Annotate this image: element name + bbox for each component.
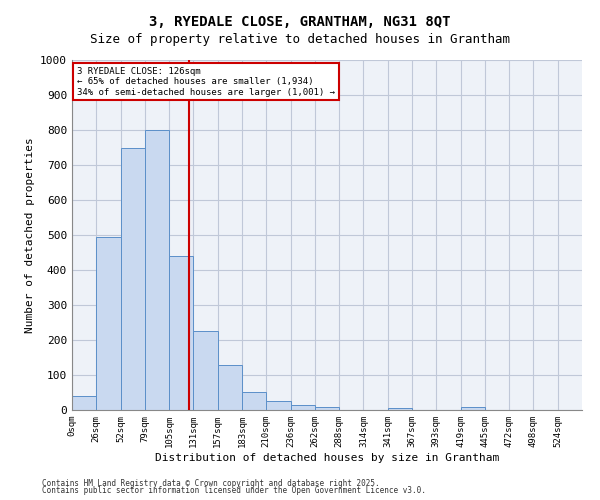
Bar bbox=[72, 396, 96, 410]
Bar bbox=[461, 407, 485, 410]
Bar bbox=[96, 237, 121, 410]
Bar bbox=[169, 256, 193, 410]
Bar bbox=[266, 400, 290, 410]
Bar bbox=[145, 130, 169, 410]
Text: Contains public sector information licensed under the Open Government Licence v3: Contains public sector information licen… bbox=[42, 486, 426, 495]
Bar bbox=[242, 392, 266, 410]
Text: Size of property relative to detached houses in Grantham: Size of property relative to detached ho… bbox=[90, 32, 510, 46]
Bar bbox=[315, 406, 339, 410]
Y-axis label: Number of detached properties: Number of detached properties bbox=[25, 137, 35, 333]
Bar bbox=[388, 408, 412, 410]
X-axis label: Distribution of detached houses by size in Grantham: Distribution of detached houses by size … bbox=[155, 452, 499, 462]
Bar bbox=[121, 148, 145, 410]
Bar bbox=[290, 405, 315, 410]
Bar bbox=[193, 331, 218, 410]
Bar bbox=[218, 365, 242, 410]
Text: Contains HM Land Registry data © Crown copyright and database right 2025.: Contains HM Land Registry data © Crown c… bbox=[42, 478, 380, 488]
Text: 3, RYEDALE CLOSE, GRANTHAM, NG31 8QT: 3, RYEDALE CLOSE, GRANTHAM, NG31 8QT bbox=[149, 15, 451, 29]
Text: 3 RYEDALE CLOSE: 126sqm
← 65% of detached houses are smaller (1,934)
34% of semi: 3 RYEDALE CLOSE: 126sqm ← 65% of detache… bbox=[77, 67, 335, 97]
